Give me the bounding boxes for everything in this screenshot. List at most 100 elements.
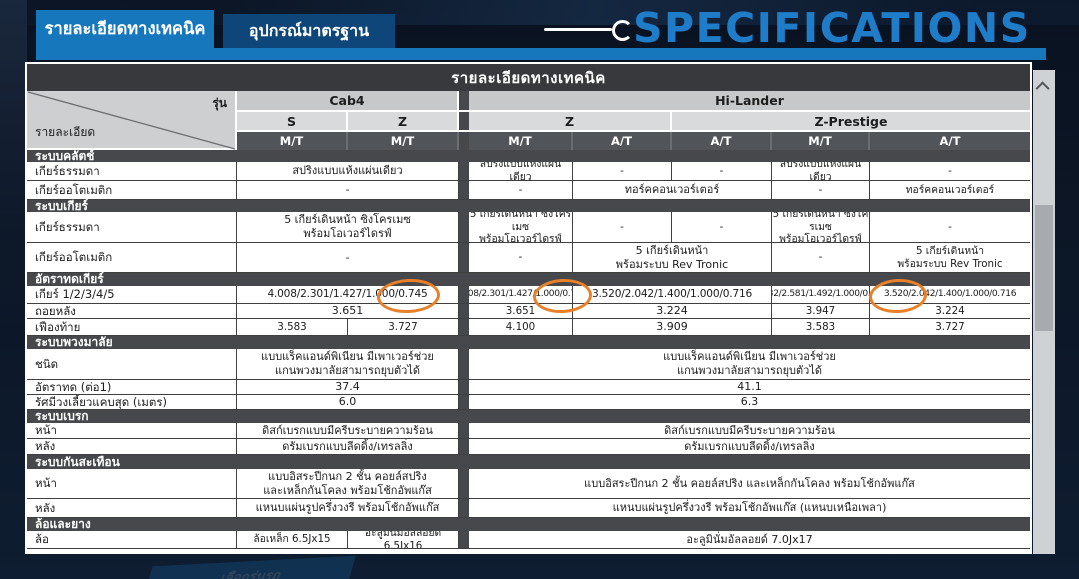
table-row: หน้า ดิสก์เบรกแบบมีครีบระบายความร้อน ดิสก์… — [27, 423, 1030, 439]
header-columns: Cab4 Hi-Lander S Z Z Z-Prestige M/T M/T M/T A/T A/… — [237, 91, 1030, 150]
spec-value-cell: 6.0 — [237, 395, 459, 409]
background-photo-left — [0, 0, 27, 330]
spec-value-cell: - — [672, 162, 772, 180]
spec-value-cell: - — [772, 181, 870, 199]
scrollbar[interactable] — [1033, 70, 1055, 554]
spec-value-cell: สปริงแบบแห้งแผ่นเดียว — [237, 162, 459, 180]
column-divider — [459, 212, 469, 242]
spec-value-cell: แบบอิสระปีกนก 2 ชั้น คอยล์สปริง และเหล็ก… — [584, 476, 915, 490]
row-label: รัศมีวงเลี้ยวแคบสุด (เมตร) — [27, 395, 237, 409]
row-label: เกียร์ออโตเมติก — [27, 181, 237, 199]
section-header: ระบบพวงมาลัย — [27, 335, 1030, 349]
spec-value-cell: 3.583 — [772, 319, 870, 335]
heading-line — [544, 28, 612, 31]
column-divider — [459, 395, 469, 409]
row-label: ถอยหลัง — [27, 304, 237, 318]
tab-standard-equipment[interactable]: อุปกรณ์มาตรฐาน — [223, 14, 395, 48]
spec-value-cell: 5 เกียร์เดินหน้า ซิงโครเมซ พร้อมโอเวอร์ไ… — [469, 212, 573, 242]
spec-value-cell: - — [237, 243, 459, 272]
spec-value-cell: 5 เกียร์เดินหน้า ซิงโครเมซ พร้อมโอเวอร์ไ… — [772, 212, 870, 242]
spec-value-cell: 3.520/2.042/1.400/1.000/0.716 — [883, 288, 1017, 299]
spec-value-cell: แบบแร็คแอนด์พิเนียน มีเพาเวอร์ช่วย แกนพว… — [663, 350, 836, 377]
row-label: เกียร์ออโตเมติก — [27, 243, 237, 272]
column-divider — [459, 162, 469, 180]
spec-value-cell: แบบอิสระปีกนก 2 ชั้น คอยล์สปริง และเหล็ก… — [237, 469, 459, 498]
column-divider — [459, 91, 469, 110]
spec-value-cell: ดรัมเบรกแบบลีดดิ้ง/เทรลลิ่ง — [237, 439, 459, 454]
row-label: เกียร์ธรรมดา — [27, 212, 237, 242]
tab-technical-details[interactable]: รายละเอียดทางเทคนิค — [36, 10, 214, 48]
row-label: หลัง — [27, 439, 237, 454]
section-header: ระบบคลัตช์ — [27, 149, 1030, 163]
table-row: เกียร์ 1/2/3/4/5 4.008/2.301/1.427/1.000/… — [27, 286, 1030, 304]
table-row: หลัง แหนบแผ่นรูปครึ่งวงรี พร้อมโช้กอัพแก๊… — [27, 499, 1030, 518]
column-divider — [459, 286, 469, 303]
spec-value-cell: อะลูมินั่มอัลลอยด์ 7.0Jx17 — [686, 532, 813, 546]
spec-value-cell: 4.332/2.581/1.492/1.000/0.791 — [772, 286, 870, 303]
model-label: รุ่น — [212, 96, 227, 110]
spec-value-cell: 3.651 — [469, 304, 573, 318]
diagonal-divider-icon — [27, 91, 236, 150]
column-divider — [459, 304, 469, 318]
section-header: ระบบเบรก — [27, 409, 1030, 423]
variant-header: Z-Prestige — [672, 112, 1030, 130]
variant-header: Z — [348, 112, 459, 130]
spec-value-cell: 5 เกียร์เดินหน้า พร้อมระบบ Rev Tronic — [573, 243, 772, 272]
column-divider — [459, 423, 469, 438]
table-row: หลัง ดรัมเบรกแบบลีดดิ้ง/เทรลลิ่ง ดรัมเบรกแ… — [27, 439, 1030, 455]
variant-header: S — [237, 112, 348, 130]
column-divider — [459, 531, 469, 548]
table-row: อัตราทด (ต่อ1) 37.4 41.1 — [27, 380, 1030, 395]
page-title: SPECIFICATIONS — [633, 4, 1031, 52]
spec-value-cell: 3.651 — [237, 304, 459, 318]
spec-value-cell: 4.008/2.301/1.427/1.000/0.745 — [469, 286, 573, 303]
spec-value-cell: - — [237, 181, 459, 199]
column-divider — [459, 380, 469, 394]
spec-value-cell: 3.224 — [935, 304, 965, 317]
transmission-header: A/T — [672, 132, 772, 150]
row-label: อัตราทด (ต่อ1) — [27, 380, 237, 394]
spec-table: รายละเอียดทางเทคนิครุ่นรายละเอียด Cab4 Hi-… — [25, 62, 1032, 554]
spec-value-cell: 4.008/2.301/1.427/1.000/0.745 — [237, 286, 459, 303]
table-row: เกียร์ออโตเมติก - -5 เกียร์เดินหน้า พร้อมร… — [27, 243, 1030, 273]
row-label: เกียร์ 1/2/3/4/5 — [27, 286, 237, 303]
transmission-header: M/T — [469, 132, 573, 150]
variant-header: Z — [469, 112, 672, 130]
heading-arc-icon — [612, 20, 633, 41]
table-title: รายละเอียดทางเทคนิค — [27, 64, 1030, 91]
details-label: รายละเอียด — [35, 125, 96, 139]
transmission-header: M/T — [237, 132, 348, 150]
column-divider — [459, 132, 469, 150]
chevron-up-icon — [1035, 81, 1050, 96]
column-divider — [459, 499, 469, 517]
scrollbar-thumb[interactable] — [1035, 205, 1053, 331]
row-label: หลัง — [27, 499, 237, 517]
spec-value-cell: - — [948, 220, 952, 233]
spec-value-cell: 3.224 — [573, 304, 772, 318]
group-row: Cab4 Hi-Lander — [237, 91, 1030, 112]
table-row: ถอยหลัง 3.651 3.651 3.224 3.947 3.224 — [27, 304, 1030, 319]
spec-value-cell: แบบแร็คแอนด์พิเนียน มีเพาเวอร์ช่วย แกนพว… — [237, 349, 459, 379]
column-divider — [459, 469, 469, 498]
spec-value-cell: - — [469, 181, 573, 199]
spec-value-cell: 3.520/2.042/1.400/1.000/0.716 — [573, 286, 772, 303]
spec-value-cell: ดิสก์เบรกแบบมีครีบระบายความร้อน — [664, 423, 835, 437]
row-label: เฟืองท้าย — [27, 319, 237, 335]
row-label: ชนิด — [27, 349, 237, 379]
table-row: เกียร์ธรรมดา 5 เกียร์เดินหน้า ซิงโครเมซ พ… — [27, 212, 1030, 243]
spec-value-cell: 3.909 — [573, 319, 772, 335]
column-divider — [459, 439, 469, 454]
group-header-cab4: Cab4 — [237, 91, 459, 110]
table-row: เกียร์ออโตเมติก - - ทอร์คคอนเวอร์เตอร์ - ทอร์… — [27, 181, 1030, 200]
accent-bar — [36, 48, 1046, 60]
transmission-header: M/T — [772, 132, 870, 150]
transmission-header: A/T — [573, 132, 672, 150]
spec-value-cell: - — [772, 243, 870, 272]
spec-value-cell: ทอร์คคอนเวอร์เตอร์ — [905, 183, 995, 196]
spec-value-cell: 3.727 — [348, 319, 459, 335]
row-label: หน้า — [27, 469, 237, 498]
transmission-row: M/T M/T M/T A/T A/T M/T A/T — [237, 132, 1030, 150]
row-label: หน้า — [27, 423, 237, 438]
scrollbar-up-button[interactable] — [1033, 78, 1055, 96]
